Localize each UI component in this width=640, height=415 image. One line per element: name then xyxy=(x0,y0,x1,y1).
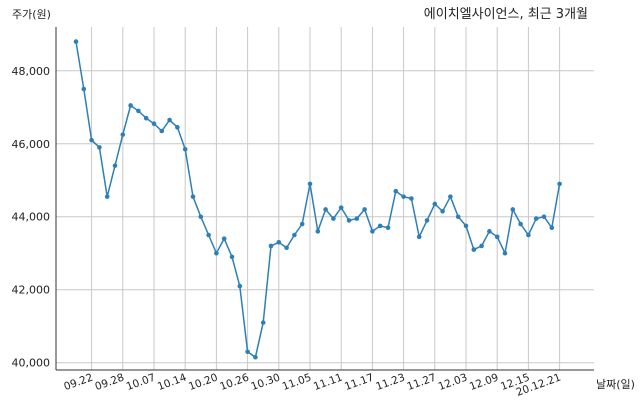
price-point xyxy=(299,221,305,227)
price-point xyxy=(198,214,204,220)
price-point xyxy=(338,205,344,210)
price-point xyxy=(167,117,172,123)
price-point xyxy=(182,146,188,152)
price-series xyxy=(73,39,562,360)
price-point xyxy=(81,86,87,92)
y-axis-label: 주가(원) xyxy=(12,8,51,21)
price-point xyxy=(401,194,406,199)
price-point xyxy=(487,229,492,234)
x-tick-label: 11.11 xyxy=(312,372,344,394)
price-point xyxy=(97,145,102,150)
price-point xyxy=(268,243,274,249)
price-point xyxy=(221,236,227,241)
x-tick-label: 10.30 xyxy=(249,372,281,394)
y-tick-label: 46,000 xyxy=(12,138,51,151)
price-point xyxy=(151,121,157,126)
x-tick-label: 10.14 xyxy=(156,371,189,393)
price-point xyxy=(385,225,391,230)
tick-labels: 40,000 42,000 44,000 46,000 48,000 09.2209.28… xyxy=(12,65,563,399)
price-point xyxy=(432,201,438,207)
price-point xyxy=(455,214,461,220)
x-tick-label: 09.22 xyxy=(62,372,94,394)
y-tick-label: 48,000 xyxy=(12,65,51,78)
price-point xyxy=(510,207,516,212)
x-tick-label: 11.17 xyxy=(343,372,375,394)
price-point xyxy=(346,218,352,223)
price-point xyxy=(479,243,484,249)
price-line xyxy=(75,41,561,359)
price-point xyxy=(206,232,211,238)
price-point xyxy=(73,39,79,44)
price-point xyxy=(323,207,328,212)
price-point xyxy=(424,218,430,223)
price-point xyxy=(284,245,289,251)
y-tick-label: 40,000 xyxy=(12,357,51,370)
x-tick-label: 09.28 xyxy=(93,372,125,394)
y-tick-label: 44,000 xyxy=(12,211,51,224)
price-point xyxy=(416,234,422,240)
x-tick-label: 10.26 xyxy=(218,371,251,393)
price-point xyxy=(136,108,141,114)
price-point xyxy=(448,194,453,199)
price-point xyxy=(471,247,477,252)
price-point xyxy=(354,216,360,221)
price-point xyxy=(307,181,313,187)
price-point xyxy=(377,223,383,229)
price-point xyxy=(112,163,118,168)
price-point xyxy=(494,234,500,240)
price-point xyxy=(541,214,547,220)
price-point xyxy=(292,232,297,238)
price-point xyxy=(128,103,133,108)
price-point xyxy=(89,137,94,143)
price-point xyxy=(533,216,539,221)
price-point xyxy=(362,207,367,212)
price-point xyxy=(502,250,508,256)
x-tick-label: 11.05 xyxy=(281,372,313,394)
axes xyxy=(55,27,594,371)
price-point xyxy=(190,194,196,199)
price-point xyxy=(245,349,250,355)
price-point xyxy=(463,223,469,229)
grid-lines xyxy=(56,27,594,370)
price-point xyxy=(276,239,282,245)
price-point xyxy=(526,232,531,238)
price-point xyxy=(120,132,126,137)
price-point xyxy=(237,283,243,289)
price-point xyxy=(315,229,321,234)
y-tick-label: 42,000 xyxy=(12,284,51,297)
price-point xyxy=(440,208,445,214)
price-point xyxy=(253,354,258,360)
x-tick-label: 10.07 xyxy=(125,372,157,394)
price-point xyxy=(229,254,235,260)
x-tick-label: 10.20 xyxy=(187,372,219,394)
price-point xyxy=(143,115,149,121)
price-point xyxy=(331,216,336,221)
price-point xyxy=(409,196,414,201)
price-point xyxy=(393,188,399,194)
x-tick-label: 12.03 xyxy=(437,372,469,394)
price-point xyxy=(557,181,562,187)
price-point xyxy=(518,221,523,227)
price-point xyxy=(104,194,110,199)
price-point xyxy=(370,229,375,234)
price-point xyxy=(260,320,266,325)
price-point xyxy=(159,128,165,134)
x-tick-label: 12.09 xyxy=(468,372,500,394)
x-tick-label: 11.23 xyxy=(374,372,406,394)
x-axis-label: 날짜(일) xyxy=(596,377,635,391)
price-point xyxy=(214,250,219,256)
price-point xyxy=(549,225,555,230)
price-point xyxy=(175,125,180,130)
x-tick-label: 11.27 xyxy=(405,372,437,394)
chart-title: 에이치엘사이언스, 최근 3개월 xyxy=(424,7,588,22)
